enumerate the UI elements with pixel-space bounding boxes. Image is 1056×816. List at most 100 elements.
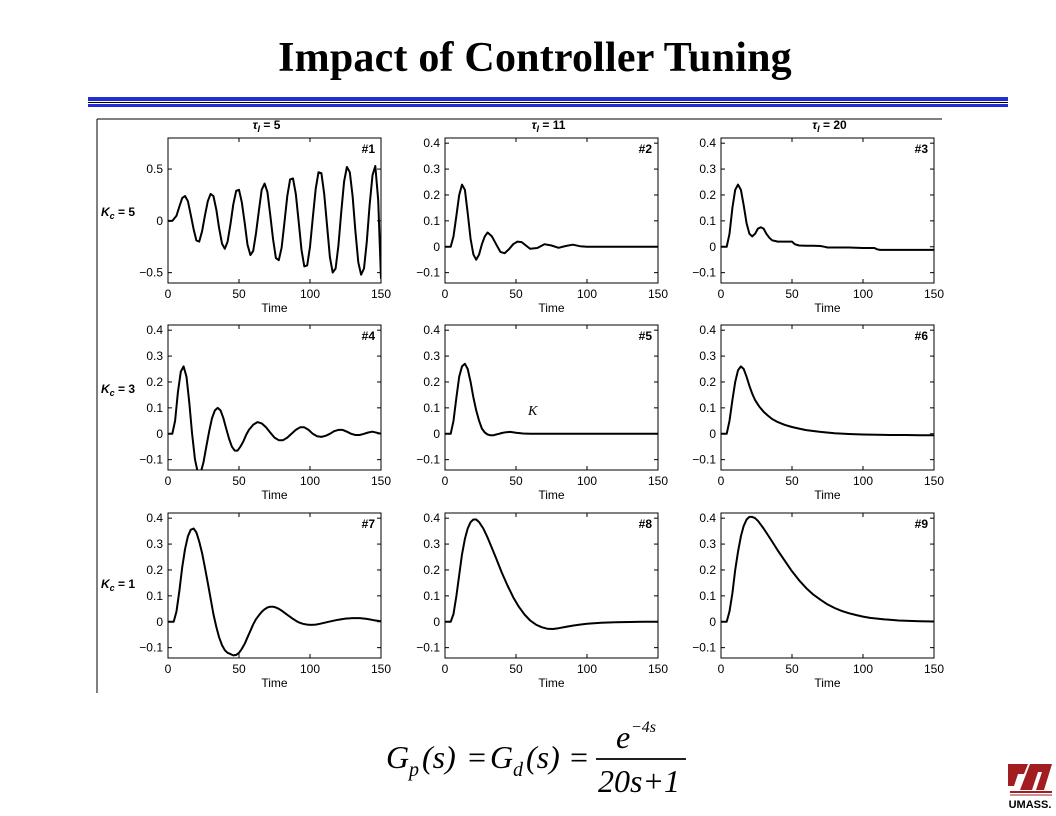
x-tick-label: 0 — [165, 287, 172, 301]
y-tick-label: 0.3 — [423, 349, 440, 363]
x-axis-label: Time — [261, 488, 288, 502]
row-label-kc-1: Kc = 5 — [101, 205, 135, 221]
formula-denominator: 20s+1 — [598, 763, 680, 799]
x-tick-label: 100 — [853, 287, 873, 301]
panel-frame — [720, 512, 935, 659]
panel-frame — [167, 137, 382, 284]
panel-frame — [444, 512, 659, 659]
title-rule-top — [88, 97, 1008, 101]
formula-g-1: G — [386, 739, 409, 775]
response-curve — [445, 183, 658, 261]
y-tick-label: 0.1 — [423, 589, 440, 603]
y-tick-label: 0 — [709, 240, 716, 254]
column-label-tau-3: τI = 20 — [812, 118, 847, 134]
formula-sub-p: p — [407, 759, 419, 781]
x-tick-label: 100 — [853, 662, 873, 676]
x-tick-label: 0 — [718, 287, 725, 301]
panel-frame — [167, 324, 382, 471]
x-tick-label: 0 — [442, 287, 449, 301]
y-tick-label: 0.3 — [699, 349, 716, 363]
y-tick-label: 0 — [433, 615, 440, 629]
panel-id: #8 — [639, 517, 653, 531]
x-tick-label: 150 — [648, 287, 668, 301]
y-tick-label: 0 — [156, 214, 163, 228]
y-tick-label: 0 — [433, 240, 440, 254]
formula-arg-2: (s) — [526, 739, 560, 775]
y-tick-label: 0.4 — [146, 323, 163, 337]
x-tick-label: 150 — [371, 662, 391, 676]
x-tick-label: 100 — [577, 662, 597, 676]
x-tick-label: 150 — [924, 474, 944, 488]
x-axis-label: Time — [538, 676, 565, 690]
y-tick-label: 0.3 — [146, 537, 163, 551]
y-tick-label: 0.4 — [423, 511, 440, 525]
y-tick-label: 0.2 — [423, 375, 440, 389]
response-curve — [168, 527, 381, 657]
x-tick-label: 50 — [232, 287, 246, 301]
y-tick-label: −0.1 — [139, 453, 163, 467]
y-tick-label: 0.3 — [146, 349, 163, 363]
formula-equals-2: = — [570, 739, 588, 775]
panel-frame — [720, 324, 935, 471]
y-tick-label: −0.1 — [692, 453, 716, 467]
row-label-kc-2: Kc = 3 — [101, 382, 135, 398]
y-tick-label: 0.4 — [699, 511, 716, 525]
x-tick-label: 50 — [509, 287, 523, 301]
x-tick-label: 0 — [165, 474, 172, 488]
umass-logo: UMASS. — [1008, 764, 1052, 811]
x-tick-label: 150 — [924, 662, 944, 676]
panel-frame — [720, 137, 935, 284]
response-curve — [721, 183, 934, 251]
formula-numerator-exponent: −4s — [631, 719, 656, 736]
panel-frame — [167, 512, 382, 659]
x-axis-label: Time — [261, 301, 288, 315]
y-tick-label: 0.1 — [699, 401, 716, 415]
response-curve — [445, 362, 658, 437]
x-tick-label: 100 — [577, 287, 597, 301]
x-tick-label: 150 — [648, 662, 668, 676]
x-axis-label: Time — [261, 676, 288, 690]
panel-frame — [444, 324, 659, 471]
x-tick-label: 0 — [165, 662, 172, 676]
panel-id: #3 — [915, 142, 929, 156]
row-label-kc-3: Kc = 1 — [101, 577, 135, 593]
x-axis-label: Time — [814, 676, 841, 690]
formula-equals-1: = — [468, 739, 486, 775]
x-axis-label: Time — [814, 488, 841, 502]
y-tick-label: 0.2 — [146, 563, 163, 577]
x-tick-label: 50 — [509, 662, 523, 676]
y-tick-label: 0.4 — [423, 323, 440, 337]
y-tick-label: 0 — [709, 615, 716, 629]
y-tick-label: −0.1 — [416, 641, 440, 655]
y-tick-label: −0.1 — [416, 266, 440, 280]
logo-text: UMASS. — [1009, 799, 1052, 811]
panel-id: #1 — [362, 142, 376, 156]
x-axis-label: Time — [814, 301, 841, 315]
y-tick-label: 0.3 — [699, 537, 716, 551]
x-tick-label: 100 — [300, 287, 320, 301]
x-tick-label: 100 — [300, 474, 320, 488]
formula-g-2: G — [490, 739, 513, 775]
y-tick-label: 0.1 — [423, 401, 440, 415]
y-tick-label: −0.1 — [416, 453, 440, 467]
y-tick-label: 0.5 — [146, 162, 163, 176]
panel-id: #4 — [362, 329, 376, 343]
response-curve — [168, 165, 381, 279]
y-tick-label: 0.2 — [699, 188, 716, 202]
response-curve — [445, 518, 658, 630]
x-axis-label: Time — [538, 301, 565, 315]
x-tick-label: 0 — [718, 474, 725, 488]
panel-id: #9 — [915, 517, 929, 531]
y-tick-label: 0.4 — [699, 136, 716, 150]
x-tick-label: 50 — [232, 474, 246, 488]
x-tick-label: 150 — [924, 287, 944, 301]
y-tick-label: 0.1 — [699, 214, 716, 228]
x-tick-label: 50 — [785, 287, 799, 301]
